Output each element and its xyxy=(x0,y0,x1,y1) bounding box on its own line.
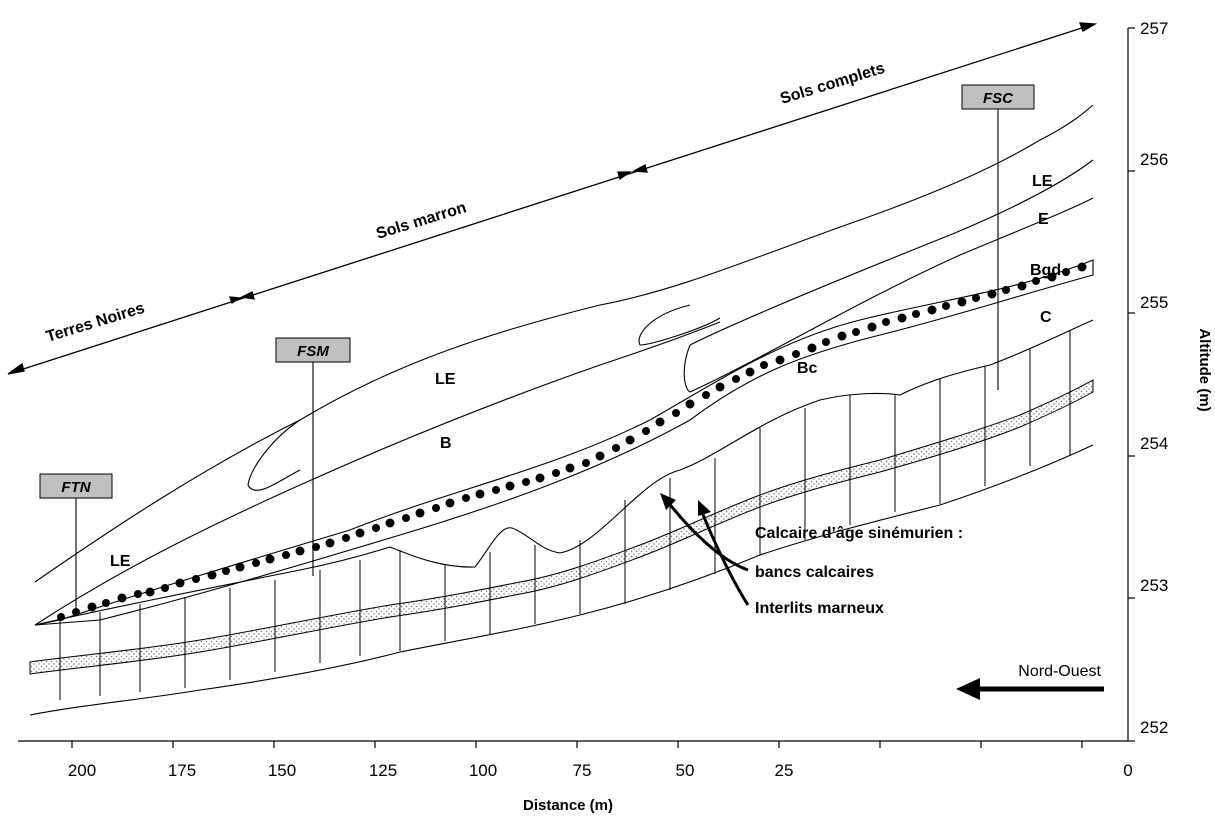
pit-fsm: FSM xyxy=(275,337,351,576)
direction-indicator: Nord-Ouest xyxy=(956,663,1104,700)
direction-label: Nord-Ouest xyxy=(1018,663,1101,680)
zone-terres-noires: Terres Noires xyxy=(44,300,147,346)
x-axis: 200 175 150 125 100 75 50 25 0 Distance … xyxy=(18,740,1133,814)
horizon-le-right: LE xyxy=(1032,173,1053,190)
x-tick-label: 100 xyxy=(469,761,497,780)
horizon-le-left: LE xyxy=(110,553,131,570)
arrowhead-right-icon xyxy=(1079,22,1098,32)
horizon-bc: Bc xyxy=(797,360,818,377)
x-tick-label: 175 xyxy=(168,761,196,780)
y-tick-label: 255 xyxy=(1140,293,1168,312)
le-b-boundary xyxy=(34,321,721,626)
x-tick-label: 50 xyxy=(676,761,695,780)
y-tick-label: 253 xyxy=(1140,576,1168,595)
bedrock-bottom xyxy=(29,444,1094,716)
gravel-band xyxy=(34,259,1094,626)
zone-boundary-marker xyxy=(631,164,648,173)
pit-fsc-label: FSC xyxy=(983,90,1014,107)
zone-boundary-marker xyxy=(617,171,633,181)
bedrock-joints xyxy=(59,330,1071,700)
y-tick-label: 252 xyxy=(1140,718,1168,737)
horizon-le-mid: LE xyxy=(435,371,456,388)
x-axis-title: Distance (m) xyxy=(523,797,613,814)
legend-bancs: bancs calcaires xyxy=(755,564,874,581)
horizon-bgd: Bgd xyxy=(1030,262,1061,279)
y-axis: 257 256 255 254 253 252 Altitude (m) xyxy=(1127,19,1213,742)
x-tick-label: 25 xyxy=(775,761,794,780)
y-tick-label: 256 xyxy=(1140,150,1168,169)
horizon-c: C xyxy=(1040,309,1052,326)
arrowhead-left-icon xyxy=(7,362,25,375)
pit-fsm-label: FSM xyxy=(297,343,329,360)
x-tick-label: 150 xyxy=(268,761,296,780)
marl-interbed xyxy=(29,379,1094,675)
pointer-interlits-arrowhead-icon xyxy=(698,500,711,516)
gravel-dots xyxy=(57,262,1087,621)
legend-interlits: Interlits marneux xyxy=(755,600,884,617)
arrow-left-icon xyxy=(956,678,980,700)
horizon-e: E xyxy=(1038,211,1049,228)
pit-ftn: FTN xyxy=(39,473,113,612)
zone-sols-complets: Sols complets xyxy=(778,60,887,108)
y-tick-label: 257 xyxy=(1140,19,1168,38)
zone-boundary-marker xyxy=(239,291,255,300)
x-tick-label: 200 xyxy=(68,761,96,780)
pit-fsc: FSC xyxy=(961,84,1035,390)
pit-ftn-label: FTN xyxy=(61,479,91,496)
bedrock-top xyxy=(34,319,1094,626)
x-tick-label: 75 xyxy=(573,761,592,780)
e-upper-boundary xyxy=(689,159,1094,346)
zone-boundary-marker xyxy=(229,296,242,304)
zone-sols-marron: Sols marron xyxy=(374,199,468,243)
x-tick-label: 0 xyxy=(1123,761,1132,780)
le-lens-left xyxy=(247,419,301,491)
x-tick-label: 125 xyxy=(369,761,397,780)
pointer-interlits xyxy=(700,511,750,606)
soil-surface-line xyxy=(34,104,1094,583)
le-lens-right xyxy=(638,304,721,346)
zone-arrows xyxy=(7,22,1098,375)
e-lower-boundary xyxy=(683,197,1094,393)
y-axis-title: Altitude (m) xyxy=(1196,328,1213,411)
y-tick-label: 254 xyxy=(1140,434,1168,453)
pointer-bancs-arrowhead-icon xyxy=(660,493,676,510)
pointer-bancs xyxy=(666,501,749,572)
bedrock-legend: Calcaire d’âge sinémurien : bancs calcai… xyxy=(660,493,963,617)
legend-calcaire: Calcaire d’âge sinémurien : xyxy=(755,525,963,542)
horizon-b: B xyxy=(440,435,452,452)
